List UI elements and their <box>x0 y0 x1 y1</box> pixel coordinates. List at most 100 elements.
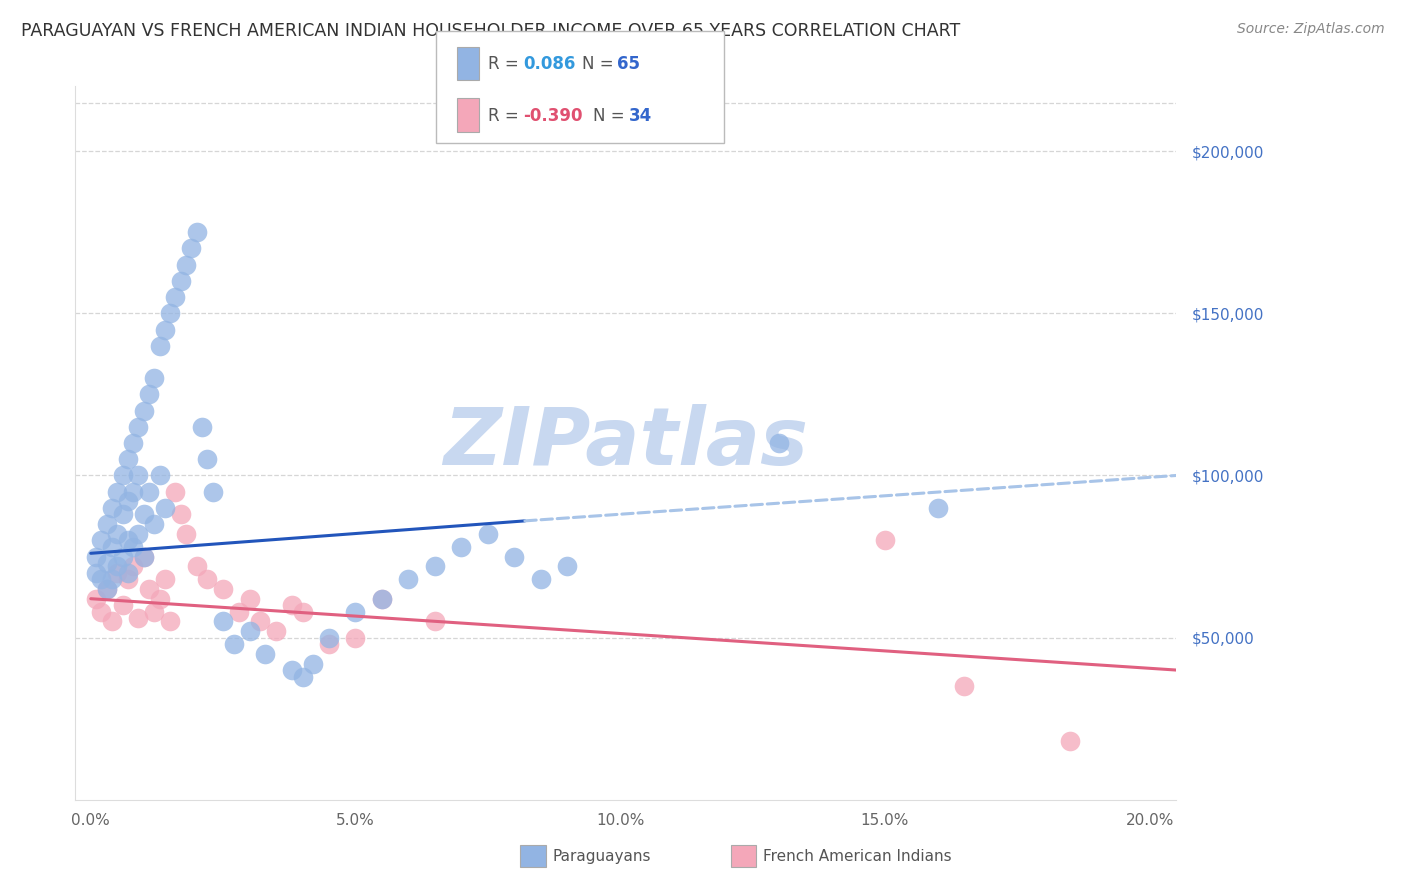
Text: N =: N = <box>582 55 619 73</box>
Point <box>450 540 472 554</box>
Point <box>84 591 107 606</box>
Point <box>84 549 107 564</box>
Point <box>127 468 149 483</box>
Point <box>249 615 271 629</box>
Point <box>1059 734 1081 748</box>
Point <box>191 420 214 434</box>
Point <box>165 290 187 304</box>
Point <box>138 387 160 401</box>
Point <box>239 624 262 639</box>
Point <box>170 508 193 522</box>
Point <box>953 679 976 693</box>
Text: R =: R = <box>488 55 524 73</box>
Point <box>153 572 176 586</box>
Point <box>174 258 197 272</box>
Text: Paraguayans: Paraguayans <box>553 849 651 863</box>
Point <box>159 615 181 629</box>
Text: N =: N = <box>593 107 630 125</box>
Point <box>371 591 394 606</box>
Point <box>122 559 145 574</box>
Point <box>291 605 314 619</box>
Point <box>127 420 149 434</box>
Point <box>228 605 250 619</box>
Point <box>153 322 176 336</box>
Point <box>132 403 155 417</box>
Point <box>90 605 112 619</box>
Point <box>105 484 128 499</box>
Point <box>132 508 155 522</box>
Point <box>212 615 235 629</box>
Point <box>149 468 172 483</box>
Point <box>138 484 160 499</box>
Text: 0.086: 0.086 <box>523 55 575 73</box>
Point <box>117 452 139 467</box>
Point <box>90 572 112 586</box>
Point <box>105 566 128 580</box>
Point <box>122 540 145 554</box>
Point <box>239 591 262 606</box>
Point <box>318 637 340 651</box>
Point <box>264 624 287 639</box>
Point <box>138 582 160 596</box>
Point <box>344 631 367 645</box>
Point <box>159 306 181 320</box>
Point <box>281 663 304 677</box>
Point <box>90 533 112 548</box>
Point <box>768 436 790 450</box>
Point <box>122 484 145 499</box>
Point <box>423 615 446 629</box>
Point <box>153 500 176 515</box>
Point <box>84 566 107 580</box>
Point <box>371 591 394 606</box>
Point <box>555 559 578 574</box>
Point <box>111 598 134 612</box>
Point <box>143 371 166 385</box>
Point <box>127 526 149 541</box>
Point <box>111 549 134 564</box>
Point <box>101 615 124 629</box>
Point <box>101 500 124 515</box>
Point <box>101 572 124 586</box>
Point <box>111 468 134 483</box>
Point <box>344 605 367 619</box>
Point <box>96 582 118 596</box>
Point <box>302 657 325 671</box>
Text: 65: 65 <box>617 55 640 73</box>
Point <box>105 559 128 574</box>
Point <box>96 556 118 570</box>
Point <box>423 559 446 574</box>
Point <box>174 526 197 541</box>
Point <box>195 452 218 467</box>
Point <box>117 494 139 508</box>
Point <box>212 582 235 596</box>
Point <box>165 484 187 499</box>
Point <box>117 566 139 580</box>
Point <box>127 611 149 625</box>
Point <box>122 436 145 450</box>
Text: Source: ZipAtlas.com: Source: ZipAtlas.com <box>1237 22 1385 37</box>
Point <box>195 572 218 586</box>
Point <box>96 517 118 532</box>
Point <box>291 669 314 683</box>
Point <box>254 647 277 661</box>
Point <box>927 500 949 515</box>
Text: -0.390: -0.390 <box>523 107 582 125</box>
Point <box>186 225 208 239</box>
Point <box>117 572 139 586</box>
Point <box>318 631 340 645</box>
Point <box>873 533 896 548</box>
Text: French American Indians: French American Indians <box>763 849 952 863</box>
Text: ZIPatlas: ZIPatlas <box>443 404 808 482</box>
Point <box>222 637 245 651</box>
Text: R =: R = <box>488 107 524 125</box>
Point <box>281 598 304 612</box>
Point <box>149 591 172 606</box>
Point <box>111 508 134 522</box>
Point <box>396 572 419 586</box>
Point <box>132 549 155 564</box>
Point <box>105 526 128 541</box>
Point <box>186 559 208 574</box>
Point <box>477 526 499 541</box>
Point <box>117 533 139 548</box>
Text: PARAGUAYAN VS FRENCH AMERICAN INDIAN HOUSEHOLDER INCOME OVER 65 YEARS CORRELATIO: PARAGUAYAN VS FRENCH AMERICAN INDIAN HOU… <box>21 22 960 40</box>
